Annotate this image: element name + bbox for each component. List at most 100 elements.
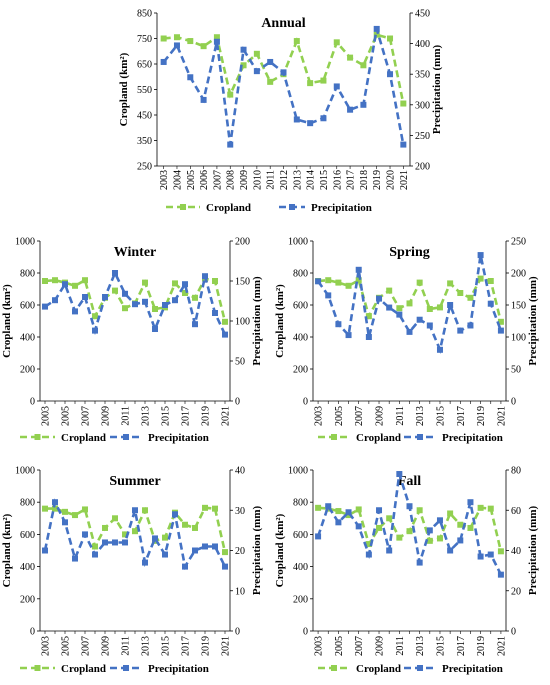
data-point	[122, 305, 128, 312]
data-point	[315, 533, 322, 540]
data-point	[172, 280, 178, 287]
data-point	[345, 332, 352, 339]
data-point	[192, 524, 198, 531]
data-point	[360, 62, 367, 69]
series-line-precipitation	[316, 473, 503, 576]
x-tick-label: 2019	[201, 636, 212, 656]
y2-tick-label: 100	[235, 317, 250, 328]
y-tick-label: 200	[293, 365, 308, 376]
x-tick-label: 2011	[121, 406, 132, 426]
data-point	[355, 523, 362, 530]
data-point	[162, 534, 168, 541]
legend-label: Cropland	[356, 432, 401, 444]
x-tick-label: 2003	[41, 406, 52, 426]
y-tick-label: 400	[20, 333, 35, 344]
legend-marker	[180, 204, 186, 210]
data-point	[280, 69, 287, 76]
data-point	[333, 83, 340, 90]
data-point	[227, 141, 234, 148]
data-point	[222, 318, 228, 325]
y-tick-label: 200	[20, 365, 35, 376]
data-point	[436, 517, 443, 524]
data-point	[182, 281, 188, 288]
data-point	[132, 301, 138, 308]
data-point	[376, 507, 383, 514]
x-tick-label: 2007	[81, 406, 92, 426]
x-tick-label: 2014	[306, 170, 317, 190]
data-point	[457, 521, 464, 528]
data-point	[467, 322, 474, 329]
data-point	[406, 503, 413, 510]
x-tick-label: 2009	[239, 170, 250, 190]
data-point	[52, 297, 58, 304]
y2-tick-label: 40	[511, 546, 521, 557]
y-tick-label: 750	[137, 34, 152, 45]
y2-tick-label: 150	[511, 301, 526, 312]
x-tick-label: 2021	[496, 406, 507, 426]
data-point	[62, 519, 68, 526]
data-point	[347, 54, 354, 61]
data-point	[212, 310, 218, 316]
data-point	[416, 279, 423, 286]
y-tick-label: 200	[20, 594, 35, 605]
legend-marker	[417, 434, 423, 440]
data-point	[62, 281, 68, 288]
y-tick-label: 800	[293, 498, 308, 509]
data-point	[355, 277, 362, 284]
legend-label: Precipitation	[442, 663, 503, 675]
data-point	[82, 294, 88, 300]
x-tick-label: 2005	[334, 406, 345, 426]
y-axis-title: Cropland (km²)	[1, 513, 13, 587]
legend-marker	[123, 665, 129, 671]
data-point	[416, 507, 423, 514]
data-point	[457, 327, 464, 334]
data-point	[152, 326, 158, 332]
data-point	[386, 287, 393, 294]
data-point	[160, 35, 167, 42]
data-point	[487, 300, 494, 307]
x-tick-label: 2005	[186, 170, 197, 190]
y-tick-label: 0	[303, 627, 308, 638]
x-tick-label: 2011	[395, 406, 406, 426]
x-tick-label: 2021	[496, 636, 507, 656]
y-tick-label: 1000	[15, 466, 35, 477]
y2-tick-label: 200	[235, 237, 250, 248]
data-point	[122, 290, 128, 297]
data-point	[373, 25, 380, 32]
data-point	[112, 270, 118, 276]
x-tick-label: 2003	[314, 636, 325, 656]
x-tick-label: 2013	[141, 406, 152, 426]
data-point	[447, 280, 454, 287]
data-point	[325, 292, 332, 299]
y-tick-label: 800	[293, 269, 308, 280]
data-point	[42, 303, 48, 310]
data-point	[132, 528, 138, 535]
legend-marker	[417, 665, 423, 671]
data-point	[325, 277, 332, 284]
y-tick-label: 450	[137, 111, 152, 122]
data-point	[192, 547, 198, 554]
data-point	[307, 80, 314, 87]
data-point	[320, 77, 327, 84]
data-point	[200, 96, 207, 103]
data-point	[152, 306, 158, 312]
y2-tick-label: 40	[235, 466, 245, 477]
data-point	[293, 116, 300, 123]
x-tick-label: 2004	[172, 170, 183, 190]
y2-axis-title: Precipitation (mm)	[527, 276, 539, 366]
x-tick-label: 2009	[375, 636, 386, 656]
data-point	[376, 524, 383, 531]
data-point	[122, 539, 128, 546]
x-tick-label: 2019	[476, 406, 487, 426]
data-point	[396, 534, 403, 541]
x-tick-label: 2013	[141, 636, 152, 656]
data-point	[467, 294, 474, 301]
x-tick-label: 2009	[101, 636, 112, 656]
x-tick-label: 2015	[161, 406, 172, 426]
data-point	[142, 559, 148, 566]
y-tick-label: 0	[303, 397, 308, 408]
data-point	[447, 302, 454, 308]
data-point	[386, 547, 393, 554]
data-point	[222, 549, 228, 556]
y2-axis-title: Precipitation (mm)	[251, 276, 263, 366]
